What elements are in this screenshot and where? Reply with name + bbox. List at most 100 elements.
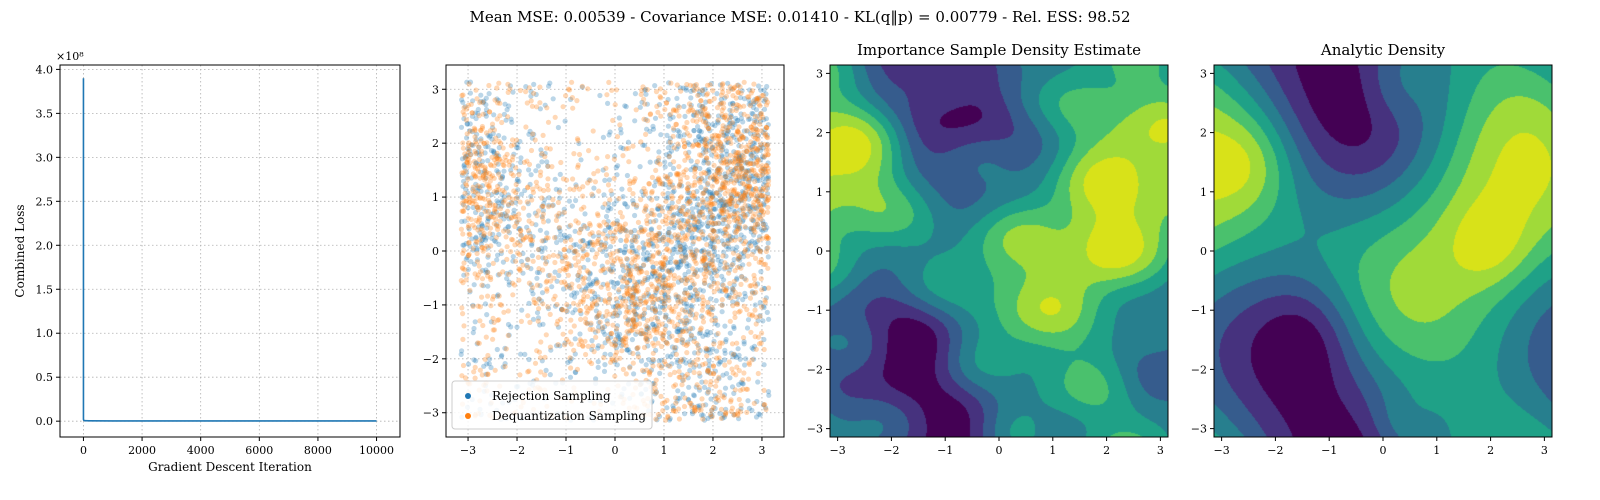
scatter-point	[482, 170, 488, 176]
scatter-point	[585, 308, 591, 314]
scatter-point	[463, 117, 469, 123]
scatter-point	[684, 220, 691, 226]
scatter-point	[695, 224, 701, 230]
scatter-point	[494, 346, 500, 353]
scatter-point	[700, 104, 706, 110]
scatter-point	[742, 362, 748, 368]
scatter-point	[613, 226, 619, 232]
scatter-point	[497, 301, 503, 308]
scatter-point	[720, 81, 726, 87]
scatter-point	[485, 213, 491, 220]
scatter-point	[739, 380, 745, 386]
scatter-point	[526, 85, 532, 91]
scatter-point	[760, 209, 767, 215]
scatter-point	[759, 235, 765, 241]
scatter-point	[626, 268, 632, 274]
scatter-point	[555, 213, 562, 219]
scatter-point	[726, 160, 732, 166]
scatter-point	[700, 315, 706, 321]
scatter-point	[641, 306, 648, 313]
scatter-point	[757, 103, 763, 109]
scatter-point	[682, 290, 688, 296]
scatter-point	[483, 269, 489, 275]
scatter-point	[497, 218, 503, 224]
scatter-point	[696, 227, 702, 234]
scatter-point	[479, 183, 486, 189]
scatter-point	[623, 237, 630, 243]
scatter-point	[499, 159, 505, 165]
scatter-point	[683, 252, 689, 258]
scatter-point	[669, 200, 675, 206]
scatter-point	[733, 177, 739, 183]
scatter-point	[527, 319, 533, 325]
scatter-point	[662, 217, 669, 223]
scatter-point	[564, 336, 570, 342]
scatter-point	[595, 364, 601, 370]
scatter-point	[711, 279, 717, 285]
scatter-point	[657, 276, 664, 282]
scatter-point	[708, 396, 714, 402]
scatter-point	[614, 218, 620, 224]
scatter-point	[463, 181, 469, 187]
scatter-point	[479, 123, 485, 130]
scatter-point	[731, 282, 737, 288]
scatter-point	[727, 212, 734, 218]
scatter-point	[497, 271, 503, 277]
scatter-point	[735, 264, 741, 270]
scatter-point	[765, 147, 771, 153]
scatter-point	[669, 142, 675, 148]
scatter-point	[610, 267, 617, 273]
scatter-point	[479, 282, 485, 288]
scatter-point	[708, 201, 714, 207]
scatter-point	[663, 417, 669, 423]
scatter-point	[738, 251, 744, 257]
scatter-point	[459, 373, 465, 379]
scatter-point	[518, 351, 524, 357]
scatter-point	[760, 166, 766, 173]
scatter-point	[727, 200, 733, 206]
scatter-point	[675, 329, 681, 335]
scatter-point	[726, 206, 732, 213]
scatter-point	[497, 156, 503, 162]
scatter-point	[753, 221, 759, 227]
scatter-point	[714, 91, 720, 97]
scatter-point	[665, 259, 671, 265]
scatter-point	[695, 124, 701, 130]
scatter-point	[499, 302, 505, 308]
loss-plot-y-tick-label: 3.5	[36, 107, 54, 120]
scatter-point	[467, 289, 473, 295]
scatter-point	[749, 313, 755, 319]
scatter-point	[694, 141, 700, 147]
scatter-point	[645, 276, 651, 283]
scatter-point	[547, 311, 553, 317]
scatter-point	[649, 236, 655, 242]
scatter-point	[758, 209, 764, 215]
scatter-point	[680, 318, 686, 324]
scatter-point	[621, 275, 627, 281]
scatter-point	[759, 142, 765, 148]
scatter-point	[765, 209, 771, 215]
scatter-point	[722, 412, 729, 418]
scatter-point	[748, 186, 754, 192]
scatter-point	[755, 175, 761, 181]
scatter-point	[714, 179, 720, 185]
scatter-point	[731, 412, 737, 418]
scatter-point	[737, 168, 743, 175]
scatter-point	[514, 324, 520, 330]
scatter-point	[496, 171, 502, 177]
scatter-point	[710, 122, 716, 128]
scatter-point	[741, 135, 747, 141]
scatter-point	[675, 357, 681, 363]
scatter-point	[546, 195, 552, 201]
scatter-point	[735, 294, 741, 300]
scatter-point	[739, 189, 746, 195]
scatter-point	[632, 118, 638, 124]
scatter-point	[759, 304, 765, 310]
scatter-point	[741, 250, 747, 256]
scatter-point	[733, 248, 739, 254]
scatter-point	[518, 232, 525, 238]
scatter-point	[699, 205, 705, 212]
scatter-point	[519, 191, 525, 197]
scatter-point	[654, 276, 660, 282]
scatter-point	[625, 262, 631, 268]
